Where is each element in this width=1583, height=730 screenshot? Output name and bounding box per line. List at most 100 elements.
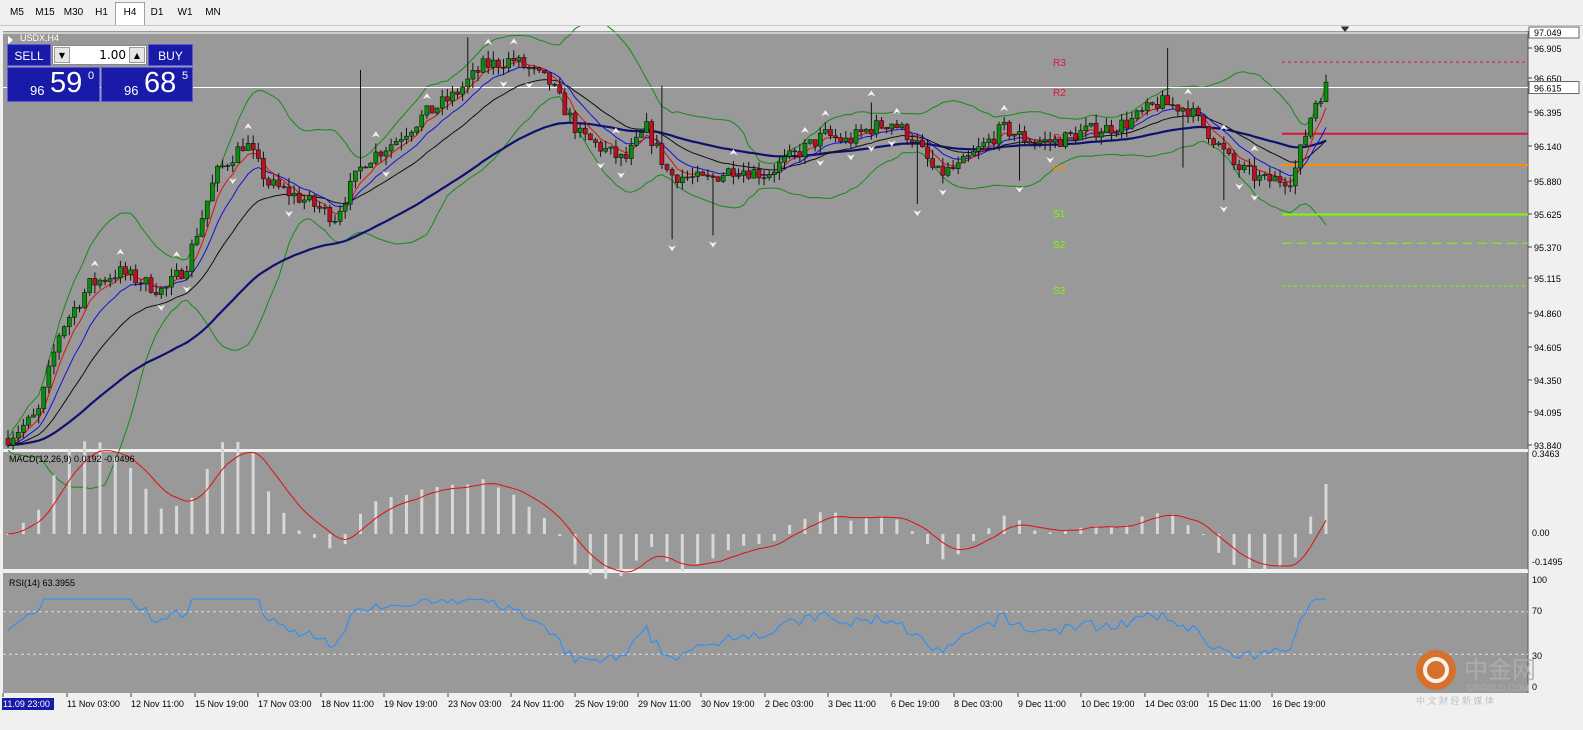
candle-body — [899, 124, 905, 128]
candle-body — [194, 235, 200, 245]
candle-body — [460, 86, 465, 95]
candle-body — [1216, 142, 1222, 145]
candle-body — [496, 59, 501, 68]
timeframe-h1-button[interactable]: H1 — [95, 7, 108, 18]
macd-histogram-bar — [650, 534, 654, 547]
buy-quote-handle: 96 — [124, 83, 139, 98]
candle-body — [787, 150, 792, 157]
candle-body — [741, 170, 746, 176]
lot-size-field[interactable]: ▼ 1.00 ▲ — [52, 45, 147, 65]
candle-body — [1190, 107, 1196, 117]
candle-body — [654, 143, 660, 146]
candle-body — [419, 114, 425, 128]
lot-decrease-button[interactable]: ▼ — [54, 47, 70, 63]
macd-histogram-bar — [1155, 513, 1159, 534]
candle-body — [1226, 148, 1232, 154]
candle-body — [1129, 118, 1135, 129]
candle-body — [485, 58, 491, 68]
candle-body — [771, 171, 777, 175]
buy-quote[interactable]: 96 68 5 — [101, 67, 193, 102]
candle-body — [669, 169, 675, 176]
macd-label: MACD(12,26,9) 0.0192 -0.0496 — [9, 454, 135, 464]
buy-button[interactable]: BUY — [148, 44, 193, 66]
candle-body — [31, 414, 36, 418]
macd-panel[interactable] — [3, 452, 1528, 569]
fractal-down-icon — [938, 189, 947, 196]
rsi-tick-label: 30 — [1532, 651, 1542, 661]
candle-body — [87, 278, 93, 293]
candle-body — [833, 135, 838, 138]
chart-shift-icon[interactable] — [1341, 27, 1349, 32]
candle-body — [1027, 140, 1033, 144]
candle-body — [158, 287, 164, 295]
lot-size-value[interactable]: 1.00 — [99, 48, 126, 62]
rsi-line — [7, 598, 1326, 664]
candle-body — [874, 120, 879, 135]
rsi-panel[interactable] — [3, 573, 1528, 693]
candle-body — [935, 165, 941, 168]
candle-body — [92, 278, 98, 286]
fractal-down-icon — [499, 81, 508, 88]
timeframe-m15-button[interactable]: M15 — [35, 7, 55, 18]
watermark-subtitle: CNGOLD.COM — [1467, 683, 1529, 693]
candle-body — [245, 143, 251, 151]
chart-menu-icon[interactable] — [8, 36, 13, 44]
fractal-up-icon — [371, 131, 380, 138]
candle-body — [378, 151, 384, 157]
candle-body — [291, 192, 297, 197]
sell-button[interactable]: SELL — [7, 44, 51, 66]
candle-body — [1201, 114, 1206, 128]
pivot-label-pp: PP — [1053, 164, 1067, 175]
timeframe-mn-button[interactable]: MN — [205, 7, 221, 18]
candle-body — [26, 416, 31, 426]
time-tick-label: 12 Nov 11:00 — [131, 699, 184, 709]
symbol-label: USDX,H4 — [20, 33, 59, 43]
candle-body — [526, 67, 532, 69]
candle-body — [10, 437, 16, 446]
candle-body — [148, 277, 154, 293]
timeframe-m5-button[interactable]: M5 — [10, 7, 24, 18]
candle-body — [1109, 125, 1114, 134]
timeframe-m30-button[interactable]: M30 — [63, 7, 84, 18]
lot-increase-button[interactable]: ▲ — [129, 47, 145, 63]
candle-body — [858, 129, 864, 133]
candle-body — [276, 179, 282, 187]
time-tick-label: 6 Dec 19:00 — [891, 699, 940, 709]
rsi-tick-label: 100 — [1532, 575, 1547, 585]
sell-quote[interactable]: 96 59 0 — [7, 67, 100, 102]
ma-slow-line — [7, 79, 1327, 446]
candle-body — [1022, 131, 1027, 142]
timeframe-w1-button[interactable]: W1 — [177, 7, 193, 18]
candle-body — [1012, 134, 1017, 137]
candle-body — [812, 139, 818, 147]
candle-body — [317, 206, 322, 209]
fractal-down-icon — [1015, 186, 1024, 193]
macd-histogram-bar — [129, 467, 133, 534]
candle-body — [644, 121, 649, 133]
chart-canvas[interactable]: R3 R2 R1 PP S1 S2 S3 96.905 96.650 96.395 96.140 9… — [0, 22, 1583, 726]
candle-body — [930, 158, 935, 168]
chart-area[interactable]: R3 R2 R1 PP S1 S2 S3 96.905 96.650 96.395 96.140 9… — [0, 22, 1583, 726]
timeframe-d1-button[interactable]: D1 — [150, 7, 164, 18]
candle-body — [511, 58, 517, 62]
candle-body — [164, 286, 169, 289]
macd-histogram-bar — [159, 508, 163, 534]
timeframe-h4-button[interactable]: H4 — [115, 2, 145, 25]
candle-body — [312, 195, 317, 207]
time-tick-label: 16 Dec 19:00 — [1272, 699, 1326, 709]
candle-body — [1083, 125, 1089, 131]
main-chart-panel[interactable] — [3, 31, 1528, 449]
time-tick-label: 30 Nov 19:00 — [701, 699, 755, 709]
price-tick-label: 96.140 — [1534, 142, 1562, 152]
candle-body — [1282, 182, 1288, 187]
candle-body — [179, 269, 184, 279]
macd-histogram-bar — [267, 491, 271, 534]
candle-body — [97, 279, 103, 286]
candle-body — [1247, 165, 1252, 167]
macd-histogram-bar — [895, 519, 899, 534]
macd-histogram-bar — [757, 534, 761, 544]
candle-body — [347, 181, 353, 205]
macd-histogram-bar — [313, 534, 317, 538]
candle-body — [536, 67, 542, 71]
fractal-up-icon — [1184, 88, 1193, 95]
